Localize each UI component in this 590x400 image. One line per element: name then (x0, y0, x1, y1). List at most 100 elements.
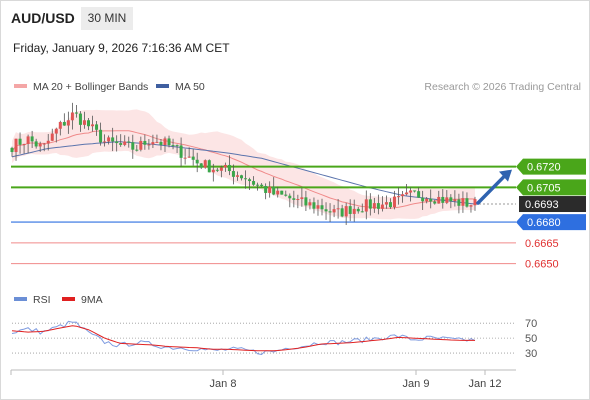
current-price-box (519, 196, 586, 213)
ma20-line (11, 130, 476, 209)
candle-body (429, 198, 433, 202)
candle-body (425, 198, 429, 202)
candle-body (421, 197, 425, 202)
candle-body (187, 156, 191, 158)
candle-body (336, 208, 340, 210)
ma50-path (11, 141, 476, 205)
candle-body (211, 169, 215, 173)
candle-body (405, 192, 409, 195)
candle-body (14, 138, 18, 153)
candle-body (219, 167, 223, 171)
candle-body (445, 197, 449, 203)
candle-body (58, 121, 62, 129)
candle-body (340, 208, 344, 217)
candle-body (223, 164, 227, 168)
candle-body (457, 199, 461, 206)
candle-body (316, 205, 320, 209)
candle-body (179, 145, 183, 158)
candle-body (135, 149, 139, 151)
candle-body (324, 209, 328, 212)
candle-body (131, 142, 135, 150)
candle-body (74, 112, 78, 114)
candle-body (252, 181, 256, 185)
candle-body (284, 194, 288, 196)
level-labels: 0.6720 0.6705 0.6693 0.6680 0.6665 0.6650 (516, 158, 586, 271)
ma20-legend-swatch (14, 84, 27, 88)
level-box-0-6705 (516, 179, 586, 196)
candle-body (78, 113, 82, 125)
chart-legend: MA 20 + Bollinger Bands MA 50 Research ©… (14, 81, 581, 93)
candle-body (26, 136, 30, 144)
candle-body (308, 202, 312, 206)
candle-body (244, 178, 248, 180)
rsi-tick-30: 30 (525, 348, 537, 360)
candle-body (99, 129, 103, 143)
rsi-lines (11, 320, 476, 356)
candle-body (320, 205, 324, 210)
candle-body (127, 141, 131, 143)
candle-body (368, 199, 372, 209)
candle-body (392, 196, 396, 208)
candle-body (143, 140, 147, 145)
candle-body (95, 124, 99, 130)
candle-body (344, 206, 348, 217)
timeframe-selector[interactable]: 30 MIN (81, 7, 133, 30)
candle-body (409, 190, 413, 193)
candle-body (231, 171, 235, 177)
ma9-legend-label: 9MA (81, 294, 103, 306)
candle-body (139, 140, 143, 150)
candle-body (264, 186, 268, 193)
candle-body (46, 140, 50, 144)
candle-body (34, 141, 38, 147)
x-axis: Jan 8 Jan 9 Jan 12 (10, 369, 516, 390)
candle-body (171, 145, 175, 147)
ma50-legend-label: MA 50 (175, 81, 205, 93)
candle-body (10, 147, 14, 153)
candle-body (175, 145, 179, 147)
candle-body (465, 198, 469, 207)
x-tick-label-1: Jan 9 (403, 378, 430, 390)
candle-body (413, 190, 417, 192)
candle-body (332, 209, 336, 213)
candle-body (473, 199, 477, 206)
bollinger-band (12, 109, 475, 220)
candle-body (248, 179, 252, 182)
candle-body (453, 199, 457, 202)
price-levels (11, 165, 516, 265)
candle-body (352, 208, 356, 214)
candle-body (372, 203, 376, 209)
candle-body (384, 202, 388, 205)
level-label-0-6680: 0.6680 (527, 217, 561, 229)
candle-body (62, 121, 66, 126)
ma50-line (11, 141, 476, 205)
candle-body (107, 137, 111, 142)
ma20-path (11, 130, 476, 209)
candle-body (260, 184, 264, 187)
level-box-0-6680 (516, 214, 586, 231)
candle-body (469, 205, 473, 207)
rsi-tick-70: 70 (525, 318, 537, 330)
rsi-legend-swatch (14, 297, 27, 301)
candle-body (82, 120, 86, 125)
candle-body (115, 141, 119, 144)
rsi-tick-50: 50 (525, 333, 537, 345)
candle-body (151, 142, 155, 145)
candle-body (437, 196, 441, 204)
candle-body (18, 138, 22, 145)
symbol-title: AUD/USD (11, 10, 75, 26)
candle-body (376, 203, 380, 209)
candle-body (91, 124, 95, 127)
candle-body (364, 199, 368, 212)
candle-body (191, 156, 195, 160)
candle-body (292, 198, 296, 200)
candle-body (360, 211, 364, 213)
candle-body (183, 157, 187, 159)
candle-body (276, 190, 280, 195)
research-credit: Research © 2026 Trading Central (424, 81, 581, 93)
candle-body (235, 175, 239, 177)
candle-body (70, 112, 74, 121)
candle-body (119, 143, 123, 145)
bollinger-band-area (12, 109, 475, 220)
candle-body (280, 190, 284, 195)
rsi-legend-label: RSI (33, 294, 51, 306)
